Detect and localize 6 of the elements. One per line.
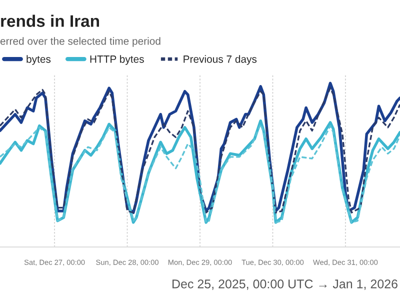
legend-label: bytes <box>26 55 51 65</box>
legend-label: Previous 7 days <box>184 55 257 65</box>
chart-subtitle: erred over the selected time period <box>0 37 160 47</box>
legend-label: HTTP bytes <box>90 55 144 65</box>
text: Dec 25, 2025, 00:00 UTC → Jan 1, 2026 <box>172 280 398 290</box>
chart-title: rends in Iran <box>1 14 99 27</box>
